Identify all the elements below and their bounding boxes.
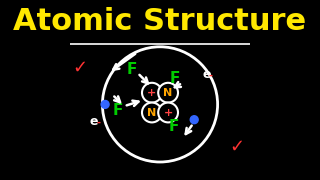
Text: Atomic Structure: Atomic Structure [13,7,307,36]
Text: F: F [170,71,180,86]
Circle shape [158,83,178,103]
Text: F: F [127,62,137,77]
Circle shape [101,100,109,108]
Circle shape [142,83,162,103]
Text: ✓: ✓ [72,58,87,76]
Circle shape [190,116,198,124]
Text: F: F [113,103,123,118]
Text: ✓: ✓ [229,138,244,156]
Text: N: N [164,88,173,98]
Text: -: - [209,71,213,81]
Circle shape [142,103,162,122]
Text: +: + [147,88,156,98]
Text: e: e [90,115,98,128]
Text: e: e [202,68,211,81]
Text: N: N [147,107,156,118]
Circle shape [158,103,178,122]
Text: F: F [168,119,179,134]
Text: +: + [164,107,173,118]
Text: -: - [96,118,100,128]
